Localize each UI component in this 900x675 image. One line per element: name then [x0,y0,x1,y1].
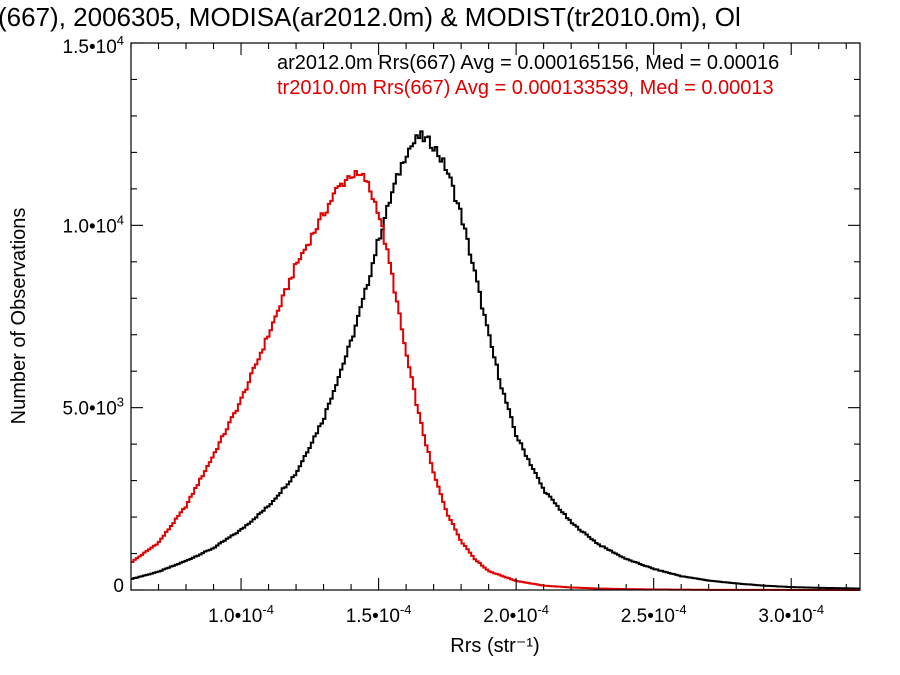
x-axis-label: Rrs (str⁻¹) [450,635,539,657]
y-tick-label: 1.5•104 [63,33,124,58]
x-tick-label: 1.0•10-4 [208,602,274,627]
series-line-ar2012-0m [131,130,860,590]
x-tick-label: 1.5•10-4 [346,602,412,627]
y-tick-label: 0 [113,576,124,597]
y-tick-label: 1.0•104 [63,212,124,237]
x-tick-label: 2.5•10-4 [621,602,687,627]
x-tick-label: 3.0•10-4 [758,602,824,627]
y-tick-label: 5.0•103 [63,395,124,420]
plot-frame [130,42,861,591]
x-tick-label: 2.0•10-4 [483,602,549,627]
series-line-tr2010-0m [131,170,860,591]
legend-entry-tr2010: tr2010.0m Rrs(667) Avg = 0.000133539, Me… [277,77,774,99]
legend-entry-ar2012: ar2012.0m Rrs(667) Avg = 0.000165156, Me… [277,52,780,74]
y-axis-label: Number of Observations [8,208,30,425]
chart-title: s(667), 2006305, MODISA(ar2012.0m) & MOD… [0,2,741,32]
